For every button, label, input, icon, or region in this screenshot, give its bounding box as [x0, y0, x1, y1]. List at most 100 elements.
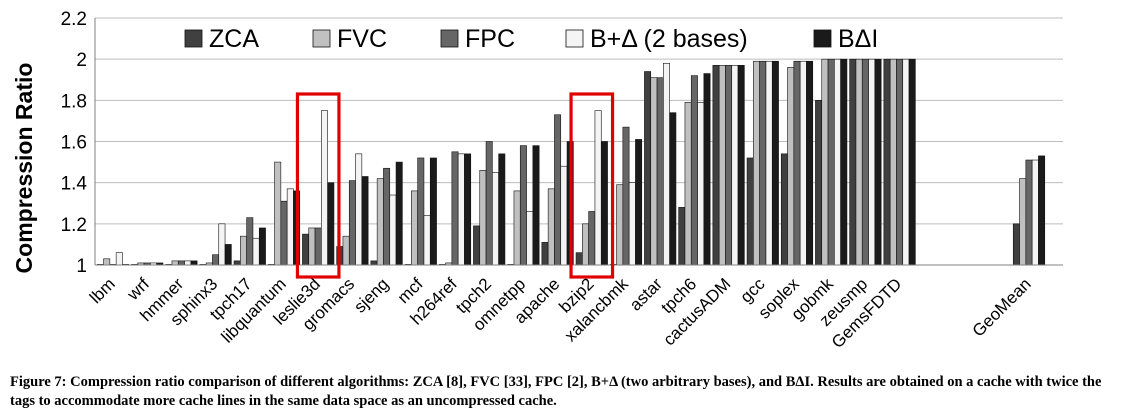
bar-fpc-cactusadm: [725, 65, 733, 266]
bar-b-2-bases--leslie3d: [321, 110, 328, 266]
x-tick-label: sjeng: [350, 274, 392, 316]
bar-fvc-gromacs: [342, 235, 350, 266]
legend-swatch: [813, 29, 832, 48]
bar-b-i-xalancbmk: [635, 139, 643, 266]
bar-b-2-bases--sjeng: [389, 194, 397, 266]
bar-b-2-bases--hmmer: [184, 260, 192, 266]
bars: [96, 58, 1046, 266]
bar-fvc-soplex: [787, 67, 795, 266]
bar-b-2-bases--apache: [560, 165, 568, 266]
bar-zca-leslie3d: [302, 233, 310, 266]
bar-b-2-bases--zeusmp: [868, 58, 876, 266]
bar-fvc-gcc: [753, 60, 760, 266]
bar-fvc-gobmk: [821, 58, 829, 266]
bar-b-2-bases--gemsfdtd: [902, 58, 910, 266]
y-tick-label: 1.2: [61, 215, 87, 236]
bar-fpc-tpch17: [246, 217, 254, 266]
bar-b-i-cactusadm: [737, 65, 745, 266]
axes: [94, 18, 1063, 266]
bar-b-2-bases--tpch17: [252, 237, 260, 266]
bar-fpc-tpch6: [690, 75, 698, 266]
bar-b-i-bzip2: [600, 141, 608, 266]
highlight-boxes: [295, 92, 615, 279]
y-tick-label: 1.6: [61, 133, 87, 154]
legend-label: ZCA: [209, 25, 259, 53]
legend: ZCA FVC FPC B+Δ (2 bases) BΔI: [184, 25, 878, 53]
figure-caption: Figure 7: Compression ratio comparison o…: [10, 374, 1102, 409]
y-tick-label: 1: [76, 256, 87, 277]
legend-label: FPC: [465, 25, 515, 53]
bar-zca-tpch2: [473, 225, 481, 266]
bar-b-i-gemsfdtd: [908, 58, 916, 266]
bar-fpc-omnetpp: [519, 145, 527, 266]
gridlines: [95, 17, 1063, 266]
bar-zca-tpch17: [233, 260, 241, 266]
bar-fvc-leslie3d: [308, 227, 316, 266]
highlight-box-leslie3d: [295, 92, 341, 279]
bar-b-i-zeusmp: [874, 58, 882, 266]
bar-b-i-soplex: [806, 60, 814, 266]
legend-swatch: [565, 29, 584, 48]
bar-fpc-sphinx3: [212, 254, 220, 266]
bar-fvc-omnetpp: [513, 190, 521, 266]
bar-fpc-gcc: [759, 60, 767, 266]
bar-zca-gcc: [746, 157, 754, 266]
bar-fvc-tpch17: [240, 235, 247, 266]
bar-fvc-bzip2: [582, 223, 589, 266]
bar-b-2-bases--gromacs: [355, 153, 363, 266]
bar-fvc-zeusmp: [855, 58, 863, 266]
legend-label: BΔI: [838, 25, 878, 53]
legend-label: B+Δ (2 bases): [590, 25, 748, 53]
bar-fvc-geomean: [1019, 178, 1027, 266]
bar-b-2-bases--sphinx3: [218, 223, 226, 266]
bar-b-i-tpch17: [258, 227, 266, 266]
legend-swatch: [440, 29, 459, 48]
x-tick-label: astar: [626, 274, 666, 314]
y-tick-label: 1.8: [61, 91, 87, 112]
y-tick-labels: 1 1.2 1.4 1.6 1.8 2 2.2: [61, 9, 88, 277]
bar-fvc-astar: [650, 77, 658, 266]
bar-fpc-tpch2: [485, 141, 493, 266]
bar-fvc-apache: [547, 188, 555, 266]
x-tick-label: GeoMean: [969, 274, 1035, 340]
bar-fvc-mcf: [411, 190, 418, 266]
bar-fvc-sjeng: [376, 178, 384, 266]
bar-fpc-gemsfdtd: [896, 58, 904, 266]
bar-b-2-bases--h264ref: [457, 153, 465, 266]
bar-b-i-sjeng: [395, 161, 403, 266]
bar-b-i-mcf: [429, 157, 437, 266]
highlight-box-bzip2: [569, 92, 615, 279]
bar-b-i-gromacs: [361, 176, 369, 266]
y-tick-label: 2: [76, 50, 87, 71]
bar-b-i-gcc: [771, 60, 779, 266]
bar-fpc-sjeng: [383, 167, 391, 266]
legend-swatch: [312, 29, 331, 48]
bar-zca-sjeng: [370, 260, 378, 266]
bar-b-2-bases--astar: [663, 62, 670, 266]
bar-fpc-astar: [656, 77, 664, 266]
bar-zca-gobmk: [815, 100, 823, 266]
bar-fpc-apache: [554, 114, 562, 266]
bar-zca-apache: [541, 242, 549, 266]
bar-b-2-bases--gobmk: [834, 58, 841, 266]
bar-zca-geomean: [1012, 223, 1020, 266]
bar-fpc-mcf: [417, 157, 425, 266]
bar-b-i-geomean: [1038, 155, 1046, 266]
legend-label: FVC: [337, 25, 387, 53]
bar-zca-cactusadm: [712, 65, 720, 266]
bar-b-i-hmmer: [190, 260, 198, 266]
bar-zca-bzip2: [575, 252, 583, 266]
x-tick-label: lbm: [86, 274, 119, 307]
bar-b-i-tpch6: [703, 73, 711, 266]
bar-b-2-bases--bzip2: [594, 110, 602, 266]
bar-fvc-lbm: [103, 258, 111, 266]
bar-zca-zeusmp: [849, 58, 857, 266]
x-tick-labels: lbm wrfhmmersphinx3tpch17libquantumleslie…: [86, 274, 1035, 352]
bar-fpc-zeusmp: [861, 58, 869, 266]
compression-ratio-chart: 1 1.2 1.4 1.6 1.8 2 2.2 lbm wrfhmmersphinx3tpch…: [11, 9, 1063, 352]
bar-b-2-bases--tpch2: [492, 172, 499, 266]
bar-fpc-h264ref: [451, 151, 459, 266]
bar-zca-gemsfdtd: [883, 58, 891, 266]
bar-b-2-bases--tpch6: [697, 102, 705, 266]
bar-zca-tpch6: [678, 207, 686, 266]
